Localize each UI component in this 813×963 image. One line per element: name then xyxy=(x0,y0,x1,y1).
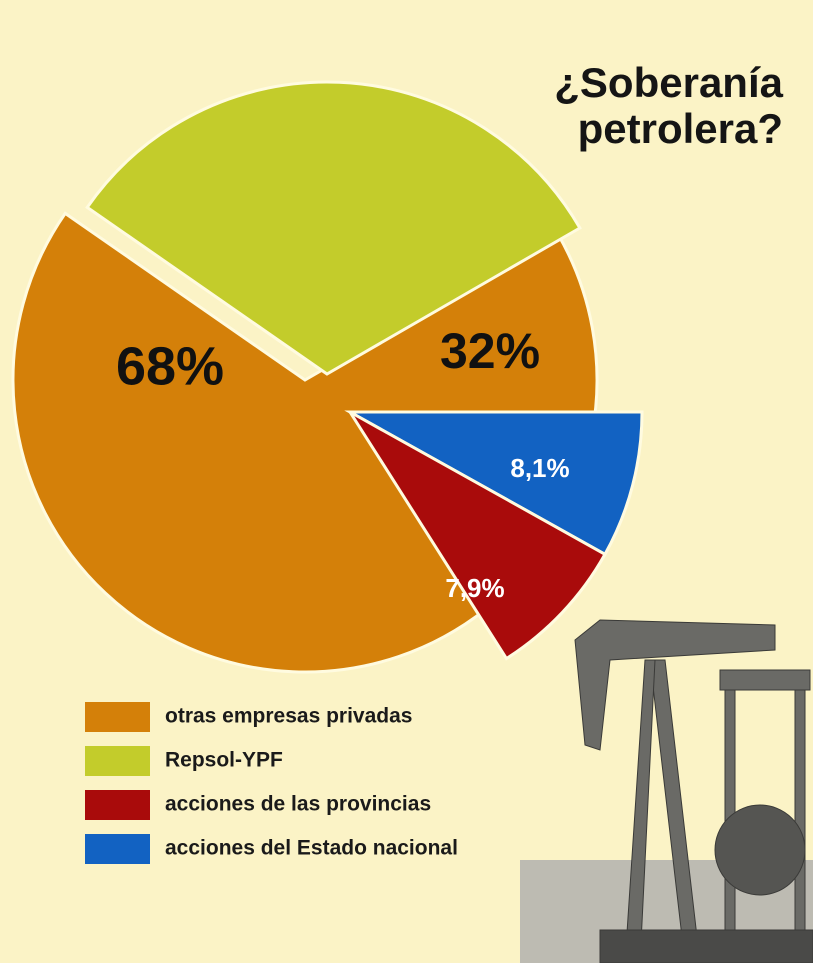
sub-slice-label: 7,9% xyxy=(445,573,504,603)
slice-label: 32% xyxy=(440,323,540,379)
legend-swatch xyxy=(85,834,150,864)
legend-swatch xyxy=(85,790,150,820)
legend-label: otras empresas privadas xyxy=(165,705,412,728)
sub-slice-label: 8,1% xyxy=(510,453,569,483)
legend-swatch xyxy=(85,702,150,732)
legend-label: acciones del Estado nacional xyxy=(165,837,458,860)
chart-title: ¿Soberanía petrolera? xyxy=(483,60,783,152)
legend: otras empresas privadas Repsol-YPF accione… xyxy=(85,702,458,864)
legend-label: acciones de las provincias xyxy=(165,793,431,816)
page: 68% 32% 8,1% 7,9% otras empresas privadas Re… xyxy=(0,0,813,963)
legend-swatch xyxy=(85,746,150,776)
pie: 68% 32% 8,1% 7,9% xyxy=(13,82,642,672)
oil-pump-illustration xyxy=(520,620,813,963)
slice-label: 68% xyxy=(116,336,224,396)
legend-label: Repsol-YPF xyxy=(165,749,283,772)
